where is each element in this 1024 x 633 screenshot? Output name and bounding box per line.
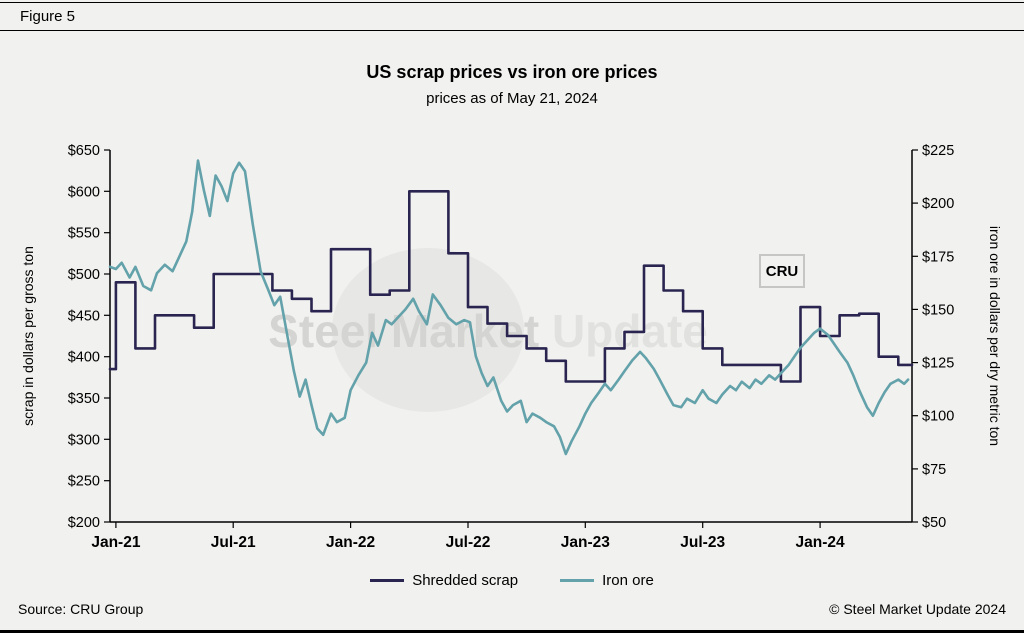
left-tick-label: $400	[68, 350, 100, 366]
legend-item-shredded-scrap: Shredded scrap	[370, 572, 518, 589]
legend-item-iron-ore: Iron ore	[560, 572, 654, 589]
right-tick-label: $200	[922, 196, 954, 212]
x-tick-label: Jul-22	[446, 534, 491, 551]
left-tick-label: $350	[68, 391, 100, 407]
x-tick-label: Jul-21	[211, 534, 256, 551]
watermark-cru-box	[759, 254, 805, 288]
legend-swatch	[370, 579, 405, 582]
right-tick-label: $50	[922, 515, 946, 531]
watermark-cru-label: CRU	[766, 263, 799, 280]
copyright-note: © Steel Market Update 2024	[829, 601, 1006, 617]
figure-label: Figure 5	[20, 8, 76, 25]
left-tick-label: $600	[68, 184, 100, 200]
left-tick-label: $650	[68, 143, 100, 159]
left-tick-label: $300	[68, 432, 100, 448]
left-tick-label: $250	[68, 474, 100, 490]
x-tick-label: Jan-22	[326, 534, 375, 551]
left-tick-label: $500	[68, 267, 100, 283]
legend-swatch	[560, 579, 595, 582]
x-tick-label: Jan-21	[91, 534, 140, 551]
left-tick-label: $450	[68, 308, 100, 324]
chart-plot: Steel Market UpdateCRU$200$250$300$350$4…	[68, 143, 955, 551]
header-rule	[0, 30, 1024, 31]
left-tick-label: $550	[68, 226, 100, 242]
chart-title: US scrap prices vs iron ore prices	[366, 62, 658, 82]
right-tick-label: $100	[922, 409, 954, 425]
chart-legend: Shredded scrap Iron ore	[0, 572, 1024, 589]
x-tick-label: Jul-23	[680, 534, 725, 551]
right-tick-label: $225	[922, 143, 954, 159]
legend-label-iron-ore: Iron ore	[602, 572, 654, 589]
x-tick-label: Jan-24	[796, 534, 845, 551]
right-tick-label: $175	[922, 249, 954, 265]
top-rule	[0, 2, 1024, 3]
right-tick-label: $150	[922, 302, 954, 318]
chart-subtitle: prices as of May 21, 2024	[426, 90, 598, 107]
series-shredded-scrap	[108, 190, 914, 383]
source-note: Source: CRU Group	[18, 601, 144, 617]
series-iron-ore	[108, 159, 910, 456]
right-tick-label: $75	[922, 462, 946, 478]
legend-label-shredded-scrap: Shredded scrap	[412, 572, 519, 589]
left-tick-label: $200	[68, 515, 100, 531]
watermark-circle	[332, 248, 524, 412]
right-tick-label: $125	[922, 356, 954, 372]
bottom-rule	[0, 630, 1024, 633]
x-tick-label: Jan-23	[561, 534, 610, 551]
